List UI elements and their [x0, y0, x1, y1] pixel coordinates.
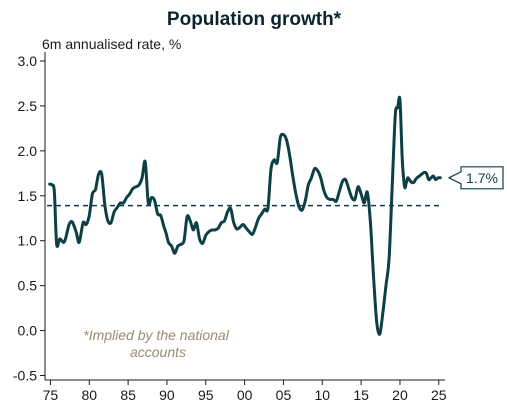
- x-tick-label: 05: [276, 387, 292, 403]
- x-tick-label: 15: [353, 387, 369, 403]
- callout-box: [447, 166, 504, 190]
- x-tick-label: 25: [431, 387, 447, 403]
- x-tick-label: 00: [237, 387, 253, 403]
- y-tick-label: 2.5: [18, 98, 38, 114]
- y-tick-label: 0.5: [18, 278, 38, 294]
- x-tick-label: 20: [392, 387, 408, 403]
- x-tick-label: 75: [43, 387, 59, 403]
- footnote-line-1: *Implied by the national: [83, 327, 229, 343]
- y-tick-label: -0.5: [13, 368, 37, 384]
- y-tick-label: 1.5: [18, 188, 38, 204]
- y-tick-label: 1.0: [18, 233, 38, 249]
- x-tick-label: 85: [120, 387, 136, 403]
- y-tick-label: 3.0: [18, 53, 38, 69]
- chart-title: Population growth*: [167, 9, 342, 30]
- series-line: [48, 95, 442, 336]
- footnote: *Implied by the national accounts: [83, 327, 232, 360]
- callout-label: 1.7%: [466, 170, 498, 186]
- x-tick-label: 10: [314, 387, 330, 403]
- y-tick-label: 2.0: [18, 143, 38, 159]
- axes: -0.5 0.0 0.5 1.0 1.5 2.0 2.5 3.0 75 80 85 90 95 00 05 1…: [13, 52, 447, 403]
- x-tick-label: 95: [198, 387, 214, 403]
- x-tick-label: 90: [159, 387, 175, 403]
- callout-layer: 1.7%: [447, 166, 504, 190]
- y-tick-label: 0.0: [18, 323, 38, 339]
- chart-subtitle: 6m annualised rate, %: [42, 36, 181, 52]
- x-tick-label: 80: [81, 387, 97, 403]
- footnote-line-2: accounts: [130, 344, 186, 360]
- series-layer: [48, 95, 442, 336]
